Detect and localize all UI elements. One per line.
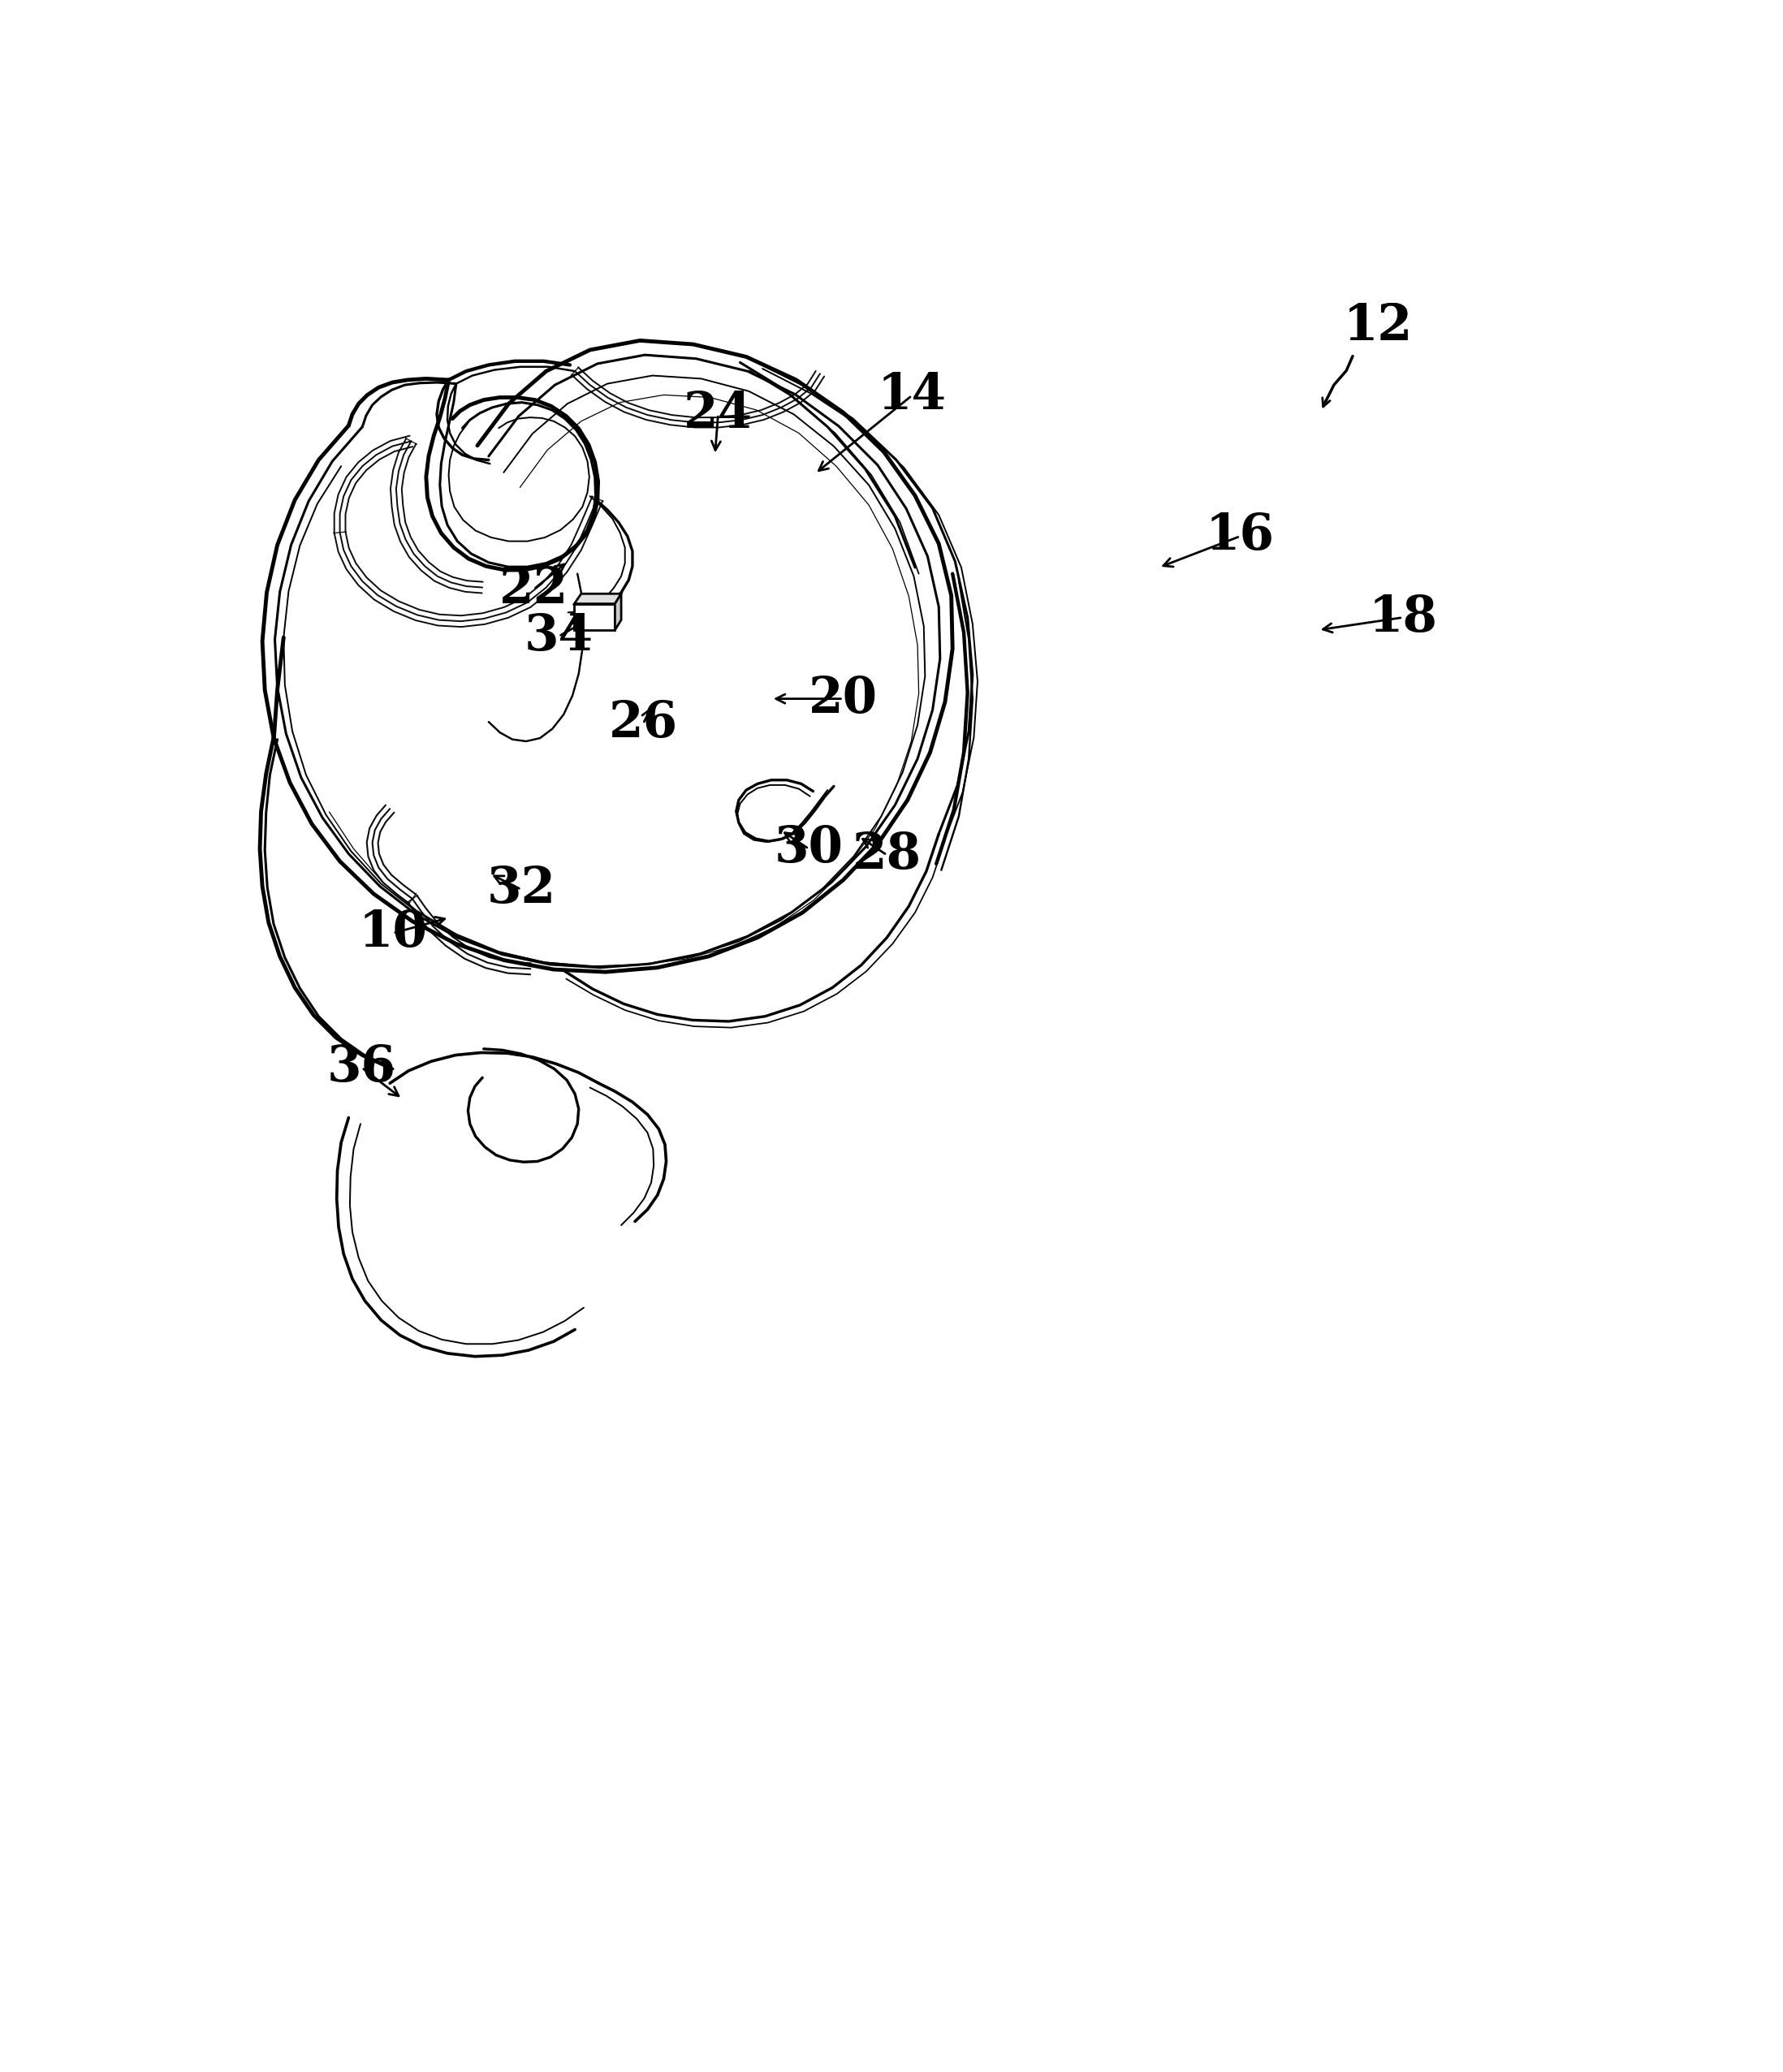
Text: 32: 32 xyxy=(487,866,556,914)
Polygon shape xyxy=(574,603,615,630)
Text: 30: 30 xyxy=(774,825,843,872)
Text: 24: 24 xyxy=(683,390,752,439)
Polygon shape xyxy=(574,595,620,603)
Text: 36: 36 xyxy=(328,1044,396,1092)
Text: 16: 16 xyxy=(1205,512,1275,562)
Text: 14: 14 xyxy=(877,371,947,421)
Text: 26: 26 xyxy=(608,700,678,748)
Polygon shape xyxy=(615,595,620,630)
Text: 12: 12 xyxy=(1343,303,1412,350)
Text: 22: 22 xyxy=(499,566,569,613)
Text: 28: 28 xyxy=(852,831,922,879)
Text: 34: 34 xyxy=(524,611,594,661)
Text: 18: 18 xyxy=(1368,593,1437,642)
Text: 12: 12 xyxy=(1343,303,1412,350)
Text: 20: 20 xyxy=(808,673,877,723)
Text: 10: 10 xyxy=(358,910,428,957)
